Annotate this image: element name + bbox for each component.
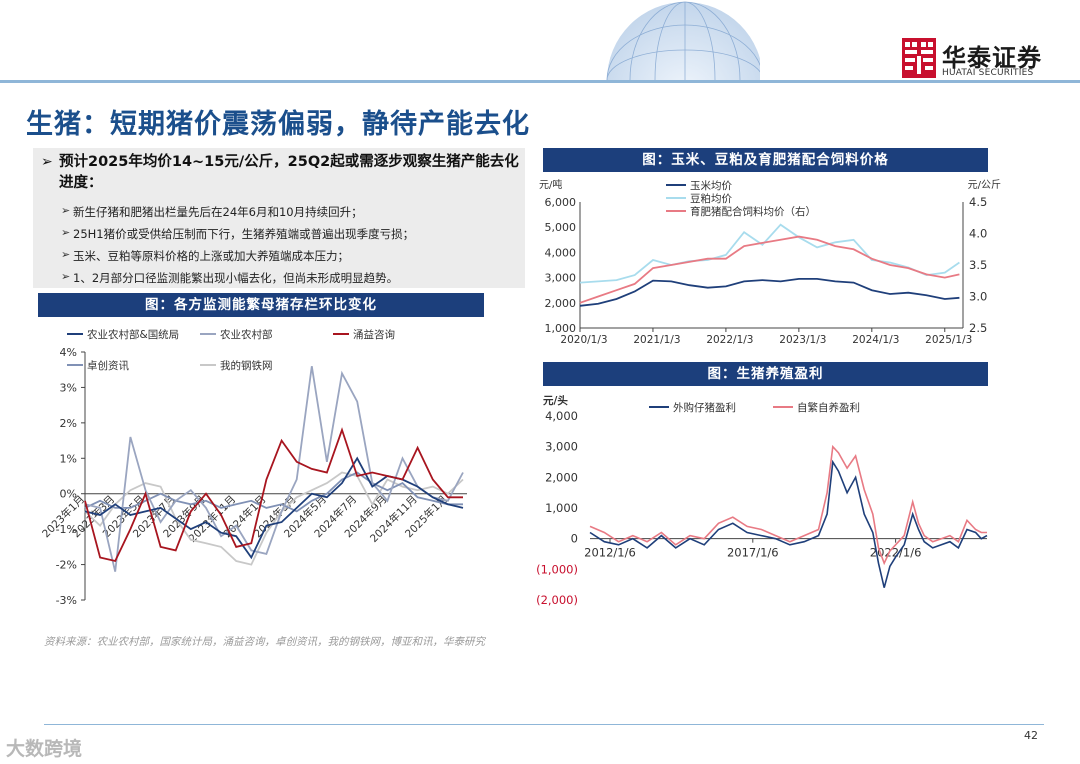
x-tick-label: 2023/1/3 [779,334,826,346]
legend-label: 自繁自养盈利 [797,401,860,414]
arrow-bullet-icon: ➢ [61,248,71,261]
y-tick-label: (1,000) [536,562,578,576]
top-rule [0,80,1080,83]
series-line [84,366,464,572]
y-tick-label: -2% [56,559,77,572]
series-line [579,278,960,307]
arrow-bullet-icon: ➢ [41,154,53,170]
y-tick-label: 3% [60,381,77,394]
y-tick-label-left: 6,000 [545,196,577,209]
brand-name-cn: 华泰证券 [942,44,1042,72]
y-unit-right: 元/公斤 [968,179,1001,191]
summary-bullet-text: 玉米、豆粕等原料价格的上涨或加大养殖端成本压力； [73,249,349,263]
summary-bullet-text: 1、2月部分口径监测能繁出现小幅去化，但尚未形成明显趋势。 [73,271,399,285]
y-tick-label: -3% [56,594,77,607]
summary-bullet: ➢ 玉米、豆粕等原料价格的上涨或加大养殖端成本压力； [61,248,349,264]
huatai-logo: 华泰证券 HUATAI SECURITIES [902,38,1052,84]
summary-bullet-text: 25H1猪价或受供给压制而下行，生猪养殖端或普遍出现季度亏损； [73,227,415,241]
y-tick-label-left: 1,000 [545,322,577,335]
series-line [589,444,987,566]
y-tick-label-right: 3.0 [969,290,987,304]
watermark: 大数跨境 [6,738,83,760]
legend-label: 育肥猪配合饲料均价（右） [690,205,816,218]
legend-label: 涌益咨询 [353,328,395,341]
arrow-bullet-icon: ➢ [61,270,71,283]
page-number: 42 [1024,729,1038,742]
y-tick-label-right: 3.5 [969,258,987,272]
source-note: 资料来源：农业农村部，国家统计局，涌益咨询，卓创资讯，我的钢铁网，博亚和讯，华泰… [44,636,485,648]
brand-name-en: HUATAI SECURITIES [942,68,1034,78]
summary-headline: ➢ 预计2025年均价14~15元/公斤，25Q2起或需逐步观察生猪产能去化进度… [41,152,523,194]
legend-label: 我的钢铁网 [220,359,273,372]
x-tick-label: 2017/1/6 [727,546,779,560]
y-tick-label: 2% [60,417,77,430]
y-tick-label-right: 4.5 [969,195,987,209]
feed-chart-heading: 图：玉米、豆粕及育肥猪配合饲料价格 [543,148,988,172]
legend-label: 豆粕均价 [690,192,732,205]
series-line [589,459,988,588]
series-line [84,471,464,566]
huatai-logo-mark-icon [902,38,936,78]
y-tick-label-right: 4.0 [969,227,987,241]
sow-chart-heading: 图：各方监测能繁母猪存栏环比变化 [38,293,484,317]
y-tick-label: 1% [60,452,77,465]
x-tick-label: 2012/1/6 [584,546,636,560]
series-line [579,235,960,304]
x-tick-label: 2022/1/6 [870,546,922,560]
arrow-bullet-icon: ➢ [61,204,71,217]
x-tick-label: 2025/1/3 [925,334,972,346]
legend-label: 玉米均价 [690,179,732,192]
y-tick-label: 1,000 [545,501,578,515]
y-tick-label: 2,000 [545,470,578,484]
summary-bullet: ➢ 1、2月部分口径监测能繁出现小幅去化，但尚未形成明显趋势。 [61,270,399,286]
y-tick-label: 3,000 [545,440,578,454]
x-tick-label: 2024/1/3 [852,334,899,346]
y-unit: 元/头 [543,394,568,407]
series-line [579,223,960,284]
legend-label: 农业农村部&国统局 [87,328,179,341]
y-tick-label-left: 5,000 [545,221,577,234]
profit-chart-heading: 图：生猪养殖盈利 [543,362,988,386]
bottom-rule [44,724,1044,725]
legend-label: 外购仔猪盈利 [673,401,736,414]
y-tick-label-left: 3,000 [545,272,577,285]
hog-profit-chart: 元/头 4,000 3,000 2,000 1,000 0 (1,000) (2,000) 20… [536,394,988,607]
y-tick-label: 0 [571,532,578,546]
y-tick-label: 4% [60,346,77,359]
summary-bullet-text: 新生仔猪和肥猪出栏量先后在24年6月和10月持续回升； [73,205,363,219]
summary-box: ➢ 预计2025年均价14~15元/公斤，25Q2起或需逐步观察生猪产能去化进度… [33,148,525,288]
y-tick-label: 4,000 [545,409,578,423]
y-tick-label: (2,000) [536,593,578,607]
x-tick-label: 2021/1/3 [633,334,680,346]
arrow-bullet-icon: ➢ [61,226,71,239]
summary-bullet: ➢ 25H1猪价或受供给压制而下行，生猪养殖端或普遍出现季度亏损； [61,226,415,242]
page-title: 生猪：短期猪价震荡偏弱，静待产能去化 [26,109,530,140]
y-tick-label: -1% [56,523,77,536]
summary-bullet: ➢ 新生仔猪和肥猪出栏量先后在24年6月和10月持续回升； [61,204,363,220]
x-tick-label: 2022/1/3 [706,334,753,346]
y-unit-left: 元/吨 [539,178,562,191]
legend-label: 卓创资讯 [87,359,129,372]
feed-price-chart: 元/吨 元/公斤 6,000 5,000 4,000 3,000 2,000 1,000 4.5… [539,178,1001,346]
legend-label: 农业农村部 [220,328,273,341]
summary-headline-text: 预计2025年均价14~15元/公斤，25Q2起或需逐步观察生猪产能去化进度： [59,154,519,191]
series-line [84,427,463,563]
y-tick-label-left: 4,000 [545,246,577,259]
x-tick-label: 2020/1/3 [560,334,607,346]
y-tick-label-right: 2.5 [969,321,987,335]
y-tick-label: 0% [60,488,77,501]
globe-decoration-image [590,0,760,80]
y-tick-label-left: 2,000 [545,297,577,310]
